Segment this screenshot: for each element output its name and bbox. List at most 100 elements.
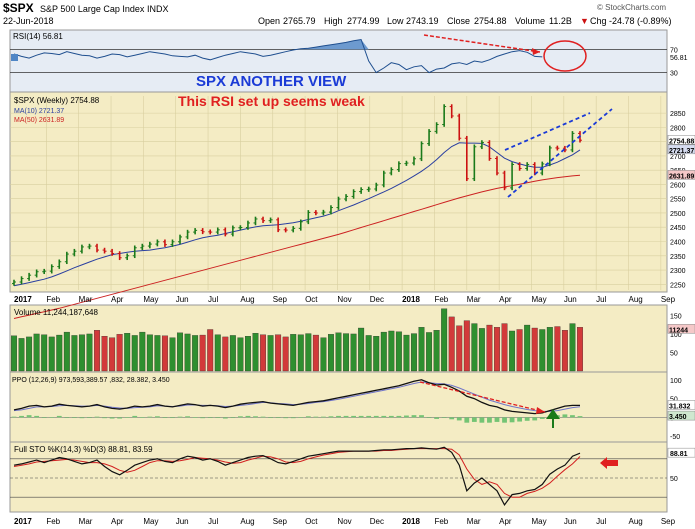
- ppo-histogram-bar: [245, 415, 251, 418]
- price-tick-label: 2450: [670, 225, 686, 232]
- volume-bar: [463, 320, 470, 372]
- x-axis-label: Mar: [79, 295, 93, 304]
- ppo-histogram-bar: [34, 415, 40, 418]
- volume-bar: [101, 336, 108, 372]
- price-legend: $SPX (Weekly) 2754.88: [14, 96, 100, 105]
- volume-bar: [373, 336, 380, 372]
- legends: RSI(14) 56.81 $SPX (Weekly) 2754.88 MA(1…: [11, 32, 170, 454]
- ppo-histogram-bar: [366, 415, 372, 418]
- high-value: 2774.99: [347, 16, 380, 26]
- ppo-histogram-bar: [268, 417, 273, 419]
- volume-bar: [531, 327, 538, 372]
- volume-bar: [365, 335, 372, 372]
- x-axis-label-bottom: Apr: [499, 517, 512, 526]
- volume-bar: [161, 335, 168, 372]
- volume-bar: [411, 333, 417, 372]
- x-axis-label: May: [531, 295, 546, 304]
- volume-bar: [192, 335, 199, 372]
- ppo-histogram-bar: [419, 415, 424, 418]
- rsi-line: [13, 38, 543, 74]
- ppo-histogram-bar: [94, 416, 100, 418]
- price-tick-label: 2850: [670, 111, 686, 118]
- volume-bar: [214, 334, 221, 372]
- volume-bar: [328, 334, 334, 372]
- volume-bar: [11, 335, 17, 372]
- x-axis-label: Sep: [661, 295, 676, 304]
- x-axis-label-bottom: Jun: [564, 517, 577, 526]
- volume-bar: [358, 327, 365, 372]
- ppo-histogram-bar: [139, 417, 145, 418]
- price-value-tag: [667, 144, 695, 155]
- volume-bar: [71, 335, 78, 372]
- volume-bar: [478, 328, 485, 372]
- price-value-tag: [667, 135, 695, 145]
- price-panel: [9, 91, 668, 293]
- ppo-histogram-bar: [456, 417, 462, 421]
- ppo-histogram-bar: [336, 415, 341, 418]
- ppo-histogram-bar: [200, 417, 206, 419]
- x-axis-label-bottom: Sep: [273, 517, 288, 526]
- ppo-value-tag: [667, 410, 695, 421]
- volume-tick-label: 100: [670, 332, 682, 339]
- open-value: 2765.79: [283, 16, 316, 26]
- ppo-histogram-bar: [539, 417, 545, 419]
- volume-bar: [94, 330, 100, 372]
- volume-bar: [244, 336, 251, 372]
- volume-bar: [199, 334, 206, 372]
- ppo-histogram-bar: [192, 417, 198, 418]
- open-label: Open: [258, 16, 280, 26]
- rsi-tick-label: 30: [670, 71, 678, 78]
- stochastic-tick-label: 88.81: [670, 451, 688, 458]
- axes: 7056.81302850280027502700265026002550250…: [14, 47, 695, 526]
- ppo-histogram-bar: [41, 417, 47, 419]
- x-axis-label-bottom: Feb: [46, 517, 60, 526]
- volume-bar: [124, 333, 131, 372]
- price-tick-label: 2350: [670, 254, 686, 261]
- ppo-histogram-bar: [26, 415, 32, 418]
- rsi-divergence-line: [423, 34, 541, 53]
- index-name: S&P 500 Large Cap Index: [40, 4, 145, 14]
- volume-bar: [154, 335, 161, 372]
- ppo-histogram-bar: [441, 417, 447, 419]
- volume-value: 11.2B: [549, 16, 572, 26]
- x-axis-label: May: [143, 295, 158, 304]
- ppo-histogram-bar: [321, 416, 326, 418]
- volume-legend: Volume 11,244,187,648: [14, 308, 98, 317]
- ppo-histogram-bar: [49, 417, 55, 418]
- x-axis-label-bottom: Mar: [79, 517, 93, 526]
- ppo-histogram-bar: [230, 417, 236, 419]
- wedge-lower-line: [507, 108, 613, 198]
- x-axis-label: Apr: [499, 295, 512, 304]
- ppo-histogram-bar: [305, 416, 311, 418]
- chg-value: -24.78 (-0.89%): [609, 16, 672, 26]
- volume-bar: [305, 333, 312, 372]
- x-axis-label-bottom: Sep: [661, 517, 676, 526]
- x-axis-label: Jun: [564, 295, 577, 304]
- ppo-histogram-bar: [471, 417, 477, 422]
- volume-bar: [207, 329, 214, 372]
- volume-bar: [569, 323, 576, 372]
- stochastic-legend: Full STO %K(14,3) %D(3) 88.81, 83.59: [14, 445, 153, 454]
- ppo-histogram-bar: [388, 415, 394, 418]
- x-axis-label: Sep: [273, 295, 288, 304]
- low-label: Low: [387, 16, 404, 26]
- stochastic-value-tag: [667, 447, 695, 458]
- ppo-divergence-arrow-icon: [536, 407, 545, 414]
- volume-bar: [350, 333, 357, 372]
- chg-label: Chg: [590, 16, 607, 26]
- volume-label: Volume: [515, 16, 545, 26]
- volume-bar: [86, 333, 93, 372]
- volume-bar: [320, 337, 327, 372]
- volume-bar: [48, 336, 55, 372]
- price-value-tag: [667, 170, 695, 180]
- rsi-panel: [9, 29, 668, 93]
- ma10-legend: MA(10) 2721.37: [14, 108, 64, 115]
- chart-header: $SPX S&P 500 Large Cap Index INDX © Stoc…: [3, 1, 672, 26]
- volume-bar: [395, 331, 402, 372]
- ppo-histogram-bar: [509, 417, 515, 423]
- ppo-histogram-bar: [351, 415, 356, 418]
- ppo-histogram-bar: [222, 417, 228, 419]
- ppo-series: [10, 379, 667, 423]
- gridlines: [10, 96, 667, 290]
- x-axis-label-bottom: 2017: [14, 517, 32, 526]
